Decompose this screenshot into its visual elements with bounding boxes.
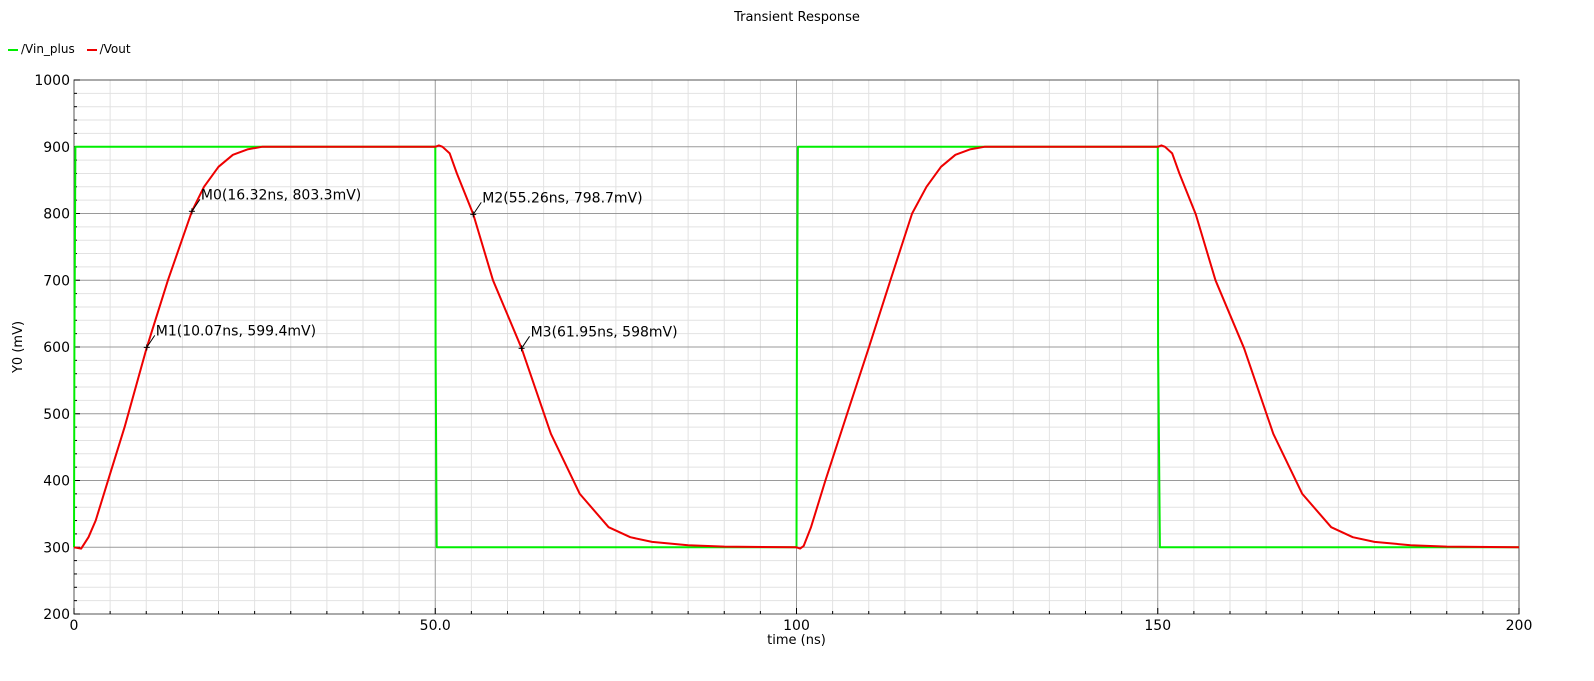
marker-label: M2(55.26ns, 798.7mV) — [482, 190, 642, 206]
y-tick-label: 600 — [43, 340, 70, 356]
legend-swatch-vout — [86, 48, 97, 51]
marker-leader — [521, 336, 531, 349]
y-tick-label: 1000 — [34, 73, 70, 89]
marker-label: M3(61.95ns, 598mV) — [531, 324, 678, 340]
y-tick-label: 800 — [43, 207, 70, 223]
marker-label: M1(10.07ns, 599.4mV) — [156, 323, 316, 339]
x-tick-label: 150 — [1144, 618, 1171, 634]
chart-title: Transient Response — [734, 10, 860, 25]
legend-label-vout: /Vout — [99, 42, 131, 56]
marker-leader — [191, 199, 201, 212]
legend: /Vin_plus /Vout — [8, 42, 139, 56]
y-axis-label: Y0 (mV) — [11, 321, 26, 374]
y-tick-label: 300 — [43, 540, 70, 556]
legend-item-vout: /Vout — [86, 42, 131, 56]
series-line-vout — [73, 144, 1520, 550]
marker-leader — [472, 202, 482, 215]
x-tick-label: 50.0 — [420, 618, 451, 634]
legend-swatch-vin-plus — [8, 48, 18, 51]
y-tick-label: 700 — [43, 273, 70, 289]
y-tick-label: 400 — [43, 474, 70, 490]
x-tick-label: 0 — [70, 618, 79, 634]
x-tick-label: 200 — [1506, 618, 1533, 634]
x-axis-label: time (ns) — [767, 633, 826, 648]
legend-label-vin-plus: /Vin_plus — [21, 42, 75, 56]
y-tick-label: 500 — [43, 407, 70, 423]
x-tick-label: 100 — [783, 618, 810, 634]
marker-leader — [146, 335, 156, 348]
y-tick-label: 900 — [43, 140, 70, 156]
y-tick-label: 200 — [43, 607, 70, 623]
marker-label: M0(16.32ns, 803.3mV) — [201, 187, 361, 203]
legend-item-vin-plus: /Vin_plus — [8, 42, 79, 56]
